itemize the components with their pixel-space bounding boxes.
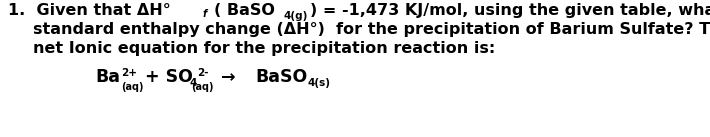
- Text: Ba: Ba: [95, 68, 120, 86]
- Text: 2-: 2-: [197, 68, 209, 78]
- Text: (aq): (aq): [191, 82, 214, 92]
- Text: 4: 4: [189, 78, 197, 88]
- Text: net Ionic equation for the precipitation reaction is:: net Ionic equation for the precipitation…: [33, 41, 496, 56]
- Text: ) = -1,473 KJ/mol, using the given table, what is: ) = -1,473 KJ/mol, using the given table…: [310, 3, 710, 18]
- Text: 4(s): 4(s): [307, 78, 330, 88]
- Text: (aq): (aq): [121, 82, 143, 92]
- Text: 1.  Given that ΔH°: 1. Given that ΔH°: [8, 3, 170, 18]
- Text: BaSO: BaSO: [255, 68, 307, 86]
- Text: f: f: [203, 9, 207, 19]
- Text: + SO: + SO: [145, 68, 193, 86]
- Text: ( BaSO: ( BaSO: [214, 3, 275, 18]
- Text: 2+: 2+: [121, 68, 137, 78]
- Text: standard enthalpy change (ΔH°)  for the precipitation of Barium Sulfate? The: standard enthalpy change (ΔH°) for the p…: [33, 22, 710, 37]
- Text: →: →: [221, 68, 236, 86]
- Text: 4(g): 4(g): [283, 11, 307, 21]
